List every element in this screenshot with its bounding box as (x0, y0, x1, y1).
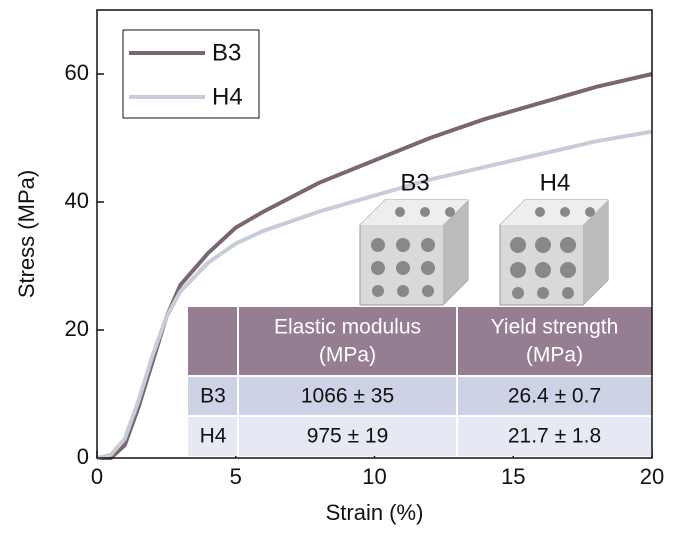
x-axis-label: Strain (%) (326, 500, 424, 525)
inset-table: Elastic modulus (MPa) Yield strength (MPa) B… (188, 307, 652, 456)
x-tick-label: 0 (91, 464, 103, 489)
y-tick-label: 20 (65, 316, 89, 341)
table-header: (MPa) (319, 344, 376, 367)
image-label: B3 (400, 169, 429, 196)
table-cell: 26.4 ± 0.7 (508, 385, 601, 408)
x-tick-label: 20 (640, 464, 664, 489)
table-header: Elastic modulus (274, 316, 421, 339)
table-header: Yield strength (491, 316, 619, 339)
x-tick-label: 5 (230, 464, 242, 489)
table-cell: H4 (200, 425, 227, 448)
y-axis-label: Stress (MPa) (14, 170, 39, 298)
table-cell: 21.7 ± 1.8 (508, 425, 601, 448)
legend-label: H4 (212, 83, 243, 110)
y-tick-label: 40 (65, 188, 89, 213)
cube-h4 (500, 200, 608, 305)
table-header: (MPa) (526, 344, 583, 367)
cube-images (360, 200, 608, 305)
chart: 0 5 10 15 20 0 20 40 60 Strain (%) Stress (MPa) B3 H… (0, 0, 673, 529)
table-cell: B3 (200, 385, 226, 408)
page: 0 5 10 15 20 0 20 40 60 Strain (%) Stress (MPa) B3 H… (0, 0, 673, 529)
cube-b3 (360, 200, 468, 305)
legend-label: B3 (212, 39, 241, 66)
y-tick-label: 60 (65, 60, 89, 85)
legend: B3 H4 (123, 30, 259, 118)
table-cell: 975 ± 19 (307, 425, 389, 448)
image-label: H4 (540, 169, 571, 196)
y-tick-label: 0 (77, 444, 89, 469)
x-tick-label: 15 (501, 464, 525, 489)
table-cell: 1066 ± 35 (301, 385, 394, 408)
x-tick-label: 10 (362, 464, 386, 489)
